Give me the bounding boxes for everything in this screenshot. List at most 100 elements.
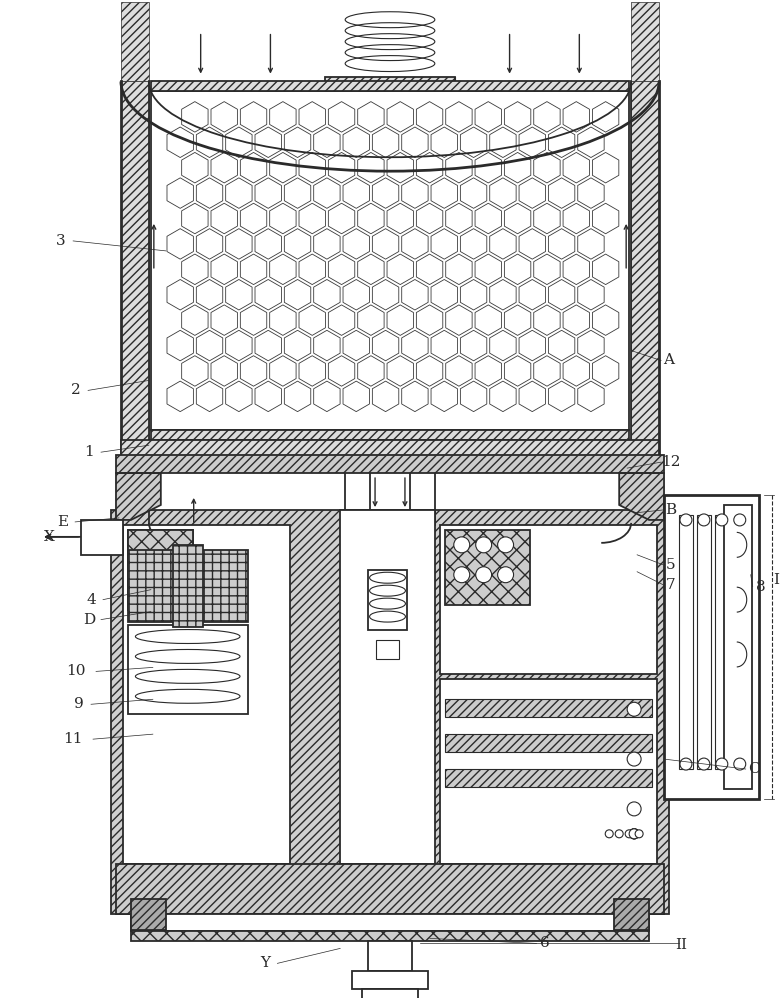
Polygon shape <box>285 178 310 208</box>
Bar <box>325 77 455 91</box>
Bar <box>151 430 630 440</box>
Bar <box>128 530 192 565</box>
Polygon shape <box>314 330 340 361</box>
Polygon shape <box>548 381 575 412</box>
Bar <box>173 545 203 627</box>
Polygon shape <box>372 127 399 158</box>
Text: II: II <box>675 938 687 952</box>
Polygon shape <box>196 279 223 310</box>
Polygon shape <box>299 102 325 132</box>
Circle shape <box>454 567 470 583</box>
Polygon shape <box>270 356 296 386</box>
Circle shape <box>716 514 728 526</box>
Polygon shape <box>475 356 501 386</box>
Polygon shape <box>226 229 252 259</box>
Bar <box>445 769 652 787</box>
Polygon shape <box>357 102 384 132</box>
Bar <box>111 510 669 914</box>
Polygon shape <box>548 330 575 361</box>
Polygon shape <box>402 127 428 158</box>
Polygon shape <box>226 178 252 208</box>
Bar <box>131 899 166 930</box>
Polygon shape <box>519 127 546 158</box>
Circle shape <box>734 514 746 526</box>
Circle shape <box>680 514 692 526</box>
Polygon shape <box>475 152 501 183</box>
Text: X: X <box>44 530 55 544</box>
Polygon shape <box>240 356 267 386</box>
Polygon shape <box>328 305 355 335</box>
Polygon shape <box>328 254 355 285</box>
Circle shape <box>627 752 641 766</box>
Polygon shape <box>519 229 546 259</box>
Polygon shape <box>387 152 414 183</box>
Polygon shape <box>343 229 369 259</box>
Circle shape <box>734 758 746 770</box>
Polygon shape <box>196 229 223 259</box>
Text: I: I <box>773 573 780 587</box>
Polygon shape <box>285 381 310 412</box>
Polygon shape <box>372 279 399 310</box>
Polygon shape <box>504 203 531 234</box>
Polygon shape <box>328 152 355 183</box>
Bar <box>368 570 407 630</box>
Circle shape <box>615 830 623 838</box>
Bar <box>81 520 123 555</box>
Bar <box>116 864 664 914</box>
Polygon shape <box>416 102 443 132</box>
Bar <box>439 525 657 674</box>
Text: 11: 11 <box>63 732 83 746</box>
Polygon shape <box>372 229 399 259</box>
Polygon shape <box>490 178 516 208</box>
Circle shape <box>635 830 643 838</box>
Bar <box>123 525 290 864</box>
Polygon shape <box>461 381 486 412</box>
Polygon shape <box>372 178 399 208</box>
Polygon shape <box>343 381 369 412</box>
Polygon shape <box>387 254 414 285</box>
Polygon shape <box>504 102 531 132</box>
Polygon shape <box>504 305 531 335</box>
Bar <box>614 899 649 930</box>
Bar <box>445 734 652 752</box>
Polygon shape <box>563 102 590 132</box>
Polygon shape <box>548 178 575 208</box>
Polygon shape <box>548 127 575 158</box>
Polygon shape <box>226 330 252 361</box>
Text: 8: 8 <box>756 580 766 594</box>
Polygon shape <box>357 203 384 234</box>
Polygon shape <box>461 178 486 208</box>
Bar <box>116 455 664 473</box>
Polygon shape <box>314 229 340 259</box>
Polygon shape <box>548 279 575 310</box>
Polygon shape <box>416 305 443 335</box>
Polygon shape <box>181 152 208 183</box>
Polygon shape <box>255 127 282 158</box>
Circle shape <box>698 514 710 526</box>
Polygon shape <box>240 254 267 285</box>
Text: 10: 10 <box>66 664 86 678</box>
Bar <box>697 515 711 769</box>
Polygon shape <box>285 127 310 158</box>
Polygon shape <box>504 254 531 285</box>
Polygon shape <box>475 305 501 335</box>
Polygon shape <box>181 102 208 132</box>
Bar <box>128 530 192 610</box>
Text: 1: 1 <box>84 445 94 459</box>
Polygon shape <box>181 356 208 386</box>
Polygon shape <box>461 229 486 259</box>
Polygon shape <box>299 152 325 183</box>
Polygon shape <box>578 229 604 259</box>
Polygon shape <box>563 203 590 234</box>
Polygon shape <box>593 254 619 285</box>
Polygon shape <box>167 178 193 208</box>
Polygon shape <box>416 356 443 386</box>
Bar <box>121 440 659 458</box>
Polygon shape <box>255 381 282 412</box>
Polygon shape <box>240 102 267 132</box>
Bar <box>368 941 412 971</box>
Bar <box>86 522 118 553</box>
Polygon shape <box>314 178 340 208</box>
Polygon shape <box>387 305 414 335</box>
Polygon shape <box>167 229 193 259</box>
